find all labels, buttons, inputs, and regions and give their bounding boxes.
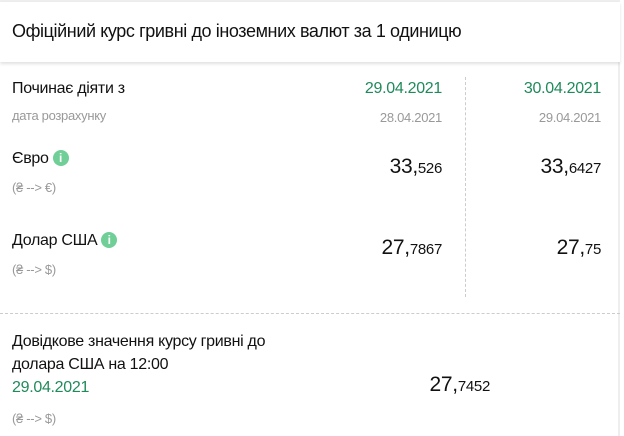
euro-row-label: Євро i (12, 150, 69, 168)
euro-name: Євро (12, 150, 49, 167)
info-icon[interactable]: i (52, 150, 69, 166)
rate-dec: 526 (417, 160, 442, 177)
rate-dec: 7867 (409, 241, 442, 258)
usd-rate-col1: 27,7867 (381, 236, 443, 260)
reference-pair: (₴ --> $) (12, 411, 56, 426)
reference-rate: 27,7452 (429, 373, 491, 397)
col1-effective-date: 29.04.2021 (364, 80, 442, 97)
card-title: Офіційний курс гривні до іноземних валют… (12, 21, 462, 41)
rate-int: 33, (540, 155, 570, 178)
rate-dec: 6427 (568, 160, 601, 177)
col1-calc-date: 28.04.2021 (379, 110, 442, 125)
usd-pair: (₴ --> $) (12, 262, 56, 277)
usd-row-label: Долар США i (12, 232, 118, 250)
usd-rate-col2: 27,75 (556, 236, 602, 260)
card-header: Офіційний курс гривні до іноземних валют… (0, 2, 620, 62)
column-divider (465, 77, 466, 297)
section-divider (0, 313, 620, 314)
col2-calc-date: 29.04.2021 (538, 110, 601, 125)
info-icon[interactable]: i (101, 232, 118, 248)
col2-effective-date: 30.04.2021 (523, 80, 601, 97)
rate-int: 27, (381, 236, 411, 259)
calc-date-label: дата розрахунку (12, 108, 106, 123)
usd-name: Долар США (12, 232, 98, 249)
euro-pair: (₴ --> €) (12, 180, 56, 195)
reference-date: 29.04.2021 (12, 379, 90, 396)
rate-dec: 75 (584, 241, 601, 258)
rate-int: 33, (389, 155, 419, 178)
rate-dec: 7452 (457, 378, 490, 395)
reference-line1: Довідкове значення курсу гривні до (12, 333, 266, 350)
reference-line2: долара США на 12:00 (12, 356, 169, 373)
euro-rate-col1: 33,526 (389, 155, 443, 179)
effective-date-label: Починає діяти з (12, 80, 125, 97)
rate-int: 27, (429, 373, 459, 396)
euro-rate-col2: 33,6427 (540, 155, 602, 179)
rate-int: 27, (556, 236, 586, 259)
